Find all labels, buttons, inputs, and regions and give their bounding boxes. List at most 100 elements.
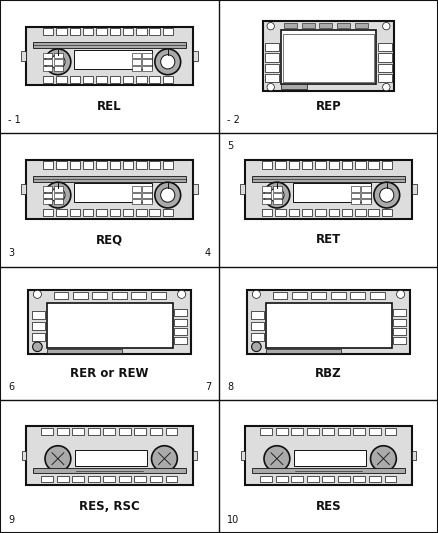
Bar [54,199,63,205]
Bar [149,28,160,35]
Text: 8: 8 [227,382,233,392]
Bar [315,161,325,168]
Bar [355,209,366,216]
Bar [56,28,67,35]
Bar [41,428,53,434]
Bar [338,428,350,434]
Bar [251,333,265,341]
Bar [273,199,282,205]
Bar [57,477,69,482]
Bar [96,76,106,83]
Bar [47,349,123,353]
Bar [134,428,146,434]
Bar [26,426,193,485]
Bar [142,193,152,198]
Circle shape [161,55,175,69]
Text: - 2: - 2 [227,115,240,125]
Bar [83,161,93,168]
Bar [33,43,186,49]
Text: - 1: - 1 [8,115,21,125]
Bar [131,187,141,191]
Bar [72,428,84,434]
Bar [281,30,376,84]
Bar [315,209,325,216]
Bar [74,50,152,69]
Bar [131,199,141,205]
Bar [123,161,133,168]
Bar [131,193,141,198]
Bar [136,28,147,35]
Bar [22,451,26,461]
Bar [28,290,191,354]
Bar [247,290,410,354]
Bar [291,477,303,482]
Bar [273,187,282,191]
Bar [272,292,287,299]
Bar [328,209,339,216]
Bar [382,161,392,168]
Bar [56,209,67,216]
Bar [43,53,52,58]
Bar [70,28,80,35]
Bar [56,161,67,168]
Bar [245,426,412,485]
Bar [166,428,177,434]
Bar [262,161,272,168]
Bar [342,161,352,168]
Bar [173,328,187,335]
Bar [350,187,360,191]
Bar [265,43,279,51]
Bar [173,309,187,317]
Circle shape [252,290,261,298]
Bar [252,176,405,182]
Circle shape [267,84,274,91]
Bar [307,428,319,434]
Bar [54,187,63,191]
Bar [284,23,297,28]
Bar [370,292,385,299]
Bar [119,477,131,482]
Circle shape [32,342,42,352]
Bar [361,199,371,205]
Circle shape [374,182,399,208]
Bar [166,477,177,482]
Bar [83,76,93,83]
Text: RBZ: RBZ [315,367,342,379]
Bar [355,161,366,168]
Text: 7: 7 [205,382,211,392]
Bar [266,303,392,348]
Bar [281,84,307,89]
Bar [103,477,115,482]
Bar [368,209,379,216]
Bar [26,160,193,219]
Bar [33,468,186,473]
Bar [273,193,282,198]
Bar [103,428,115,434]
Bar [32,333,46,341]
Bar [142,60,152,65]
Circle shape [161,188,175,202]
Bar [163,28,173,35]
Bar [131,60,141,65]
Circle shape [396,290,405,298]
Bar [276,428,288,434]
Circle shape [155,182,180,208]
Text: RES: RES [316,500,341,513]
Bar [378,43,392,51]
Bar [142,53,152,58]
Bar [322,477,334,482]
Bar [74,183,152,202]
Bar [73,292,88,299]
Bar [262,209,272,216]
Circle shape [383,22,390,30]
Bar [392,337,406,344]
Circle shape [177,290,186,298]
Bar [75,450,147,466]
Bar [70,209,80,216]
Bar [150,428,162,434]
Bar [385,428,396,434]
Bar [260,477,272,482]
Bar [149,76,160,83]
Bar [240,184,245,195]
Text: REQ: REQ [96,233,123,246]
